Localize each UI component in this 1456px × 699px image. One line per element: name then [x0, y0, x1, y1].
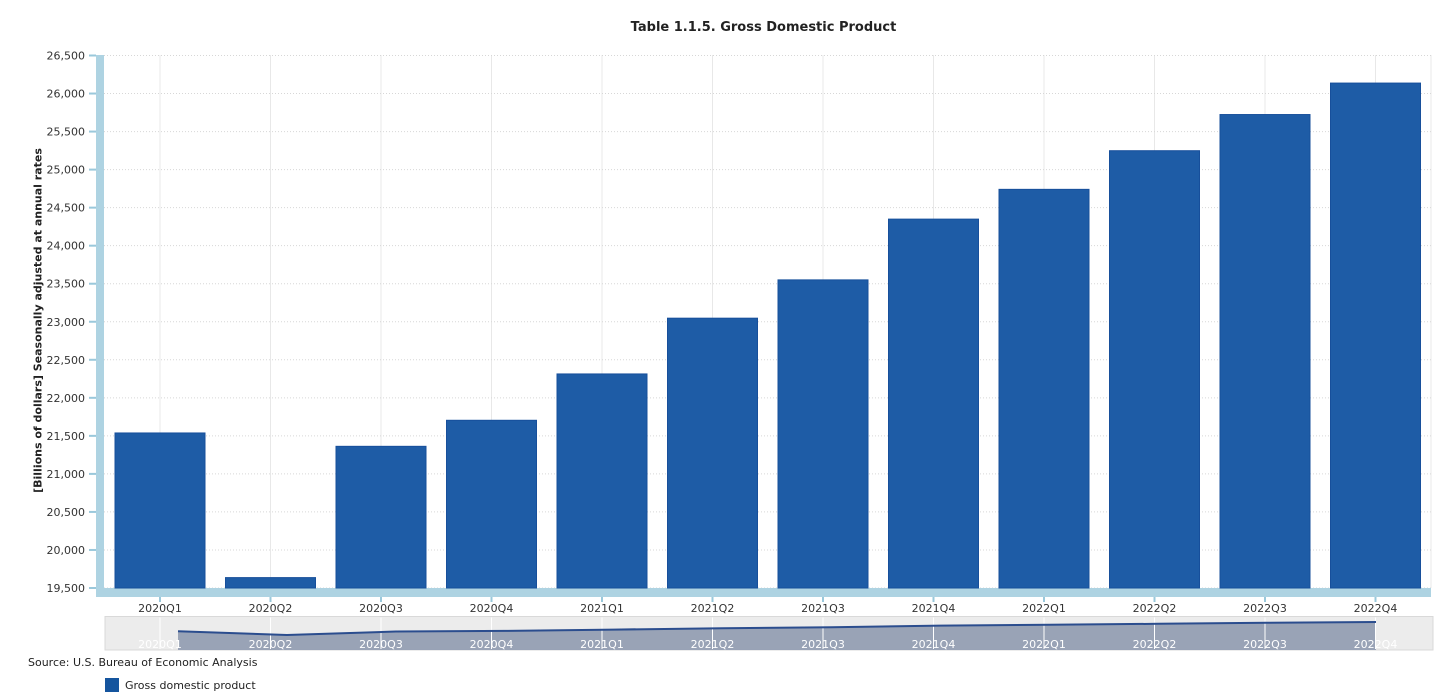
x-axis-tick — [1043, 597, 1045, 602]
y-tick-label: 25,500 — [47, 126, 86, 139]
y-axis-tick — [89, 320, 96, 323]
y-tick-label: 26,000 — [47, 88, 86, 101]
y-tick-label: 24,000 — [47, 240, 86, 253]
y-axis-tick — [89, 548, 96, 551]
y-tick-label: 21,500 — [47, 430, 86, 443]
y-tick-label: 19,500 — [47, 582, 86, 595]
y-axis-tick — [89, 587, 96, 589]
bar-2020Q2[interactable] — [225, 577, 316, 589]
bar-2020Q4[interactable] — [446, 419, 537, 589]
y-axis-tick — [89, 244, 96, 247]
y-tick-label: 25,000 — [47, 164, 86, 177]
y-axis-tick — [89, 396, 96, 399]
navigator-label-2021Q2: 2021Q2 — [691, 638, 735, 651]
x-tick-label-2021Q3: 2021Q3 — [801, 602, 845, 615]
y-tick-label: 21,000 — [47, 468, 86, 481]
navigator-label-2022Q2: 2022Q2 — [1133, 638, 1177, 651]
x-tick-label-2020Q3: 2020Q3 — [359, 602, 403, 615]
x-axis-tick — [159, 597, 161, 602]
x-axis-band — [96, 588, 1431, 597]
navigator-label-2021Q3: 2021Q3 — [801, 638, 845, 651]
bar-2020Q1[interactable] — [114, 432, 206, 589]
y-tick-label: 20,500 — [47, 506, 86, 519]
source-note: Source: U.S. Bureau of Economic Analysis — [28, 656, 258, 669]
bar-2022Q4[interactable] — [1330, 82, 1421, 589]
bar-2022Q2[interactable] — [1109, 150, 1200, 589]
y-tick-label: 26,500 — [47, 50, 86, 63]
x-axis-tick — [1153, 597, 1156, 602]
navigator-line — [177, 621, 1377, 637]
x-tick-label-2021Q1: 2021Q1 — [580, 602, 624, 615]
x-tick-label-2020Q4: 2020Q4 — [470, 602, 514, 615]
x-tick-label-2021Q4: 2021Q4 — [912, 602, 956, 615]
x-axis-tick — [932, 597, 935, 602]
x-axis-tick — [1264, 597, 1266, 602]
legend-item-gdp[interactable]: Gross domestic product — [105, 678, 256, 692]
y-tick-label: 22,500 — [47, 354, 86, 367]
navigator-label-2022Q1: 2022Q1 — [1022, 638, 1066, 651]
y-axis-tick — [89, 206, 96, 209]
x-axis-tick — [380, 597, 382, 602]
x-tick-label-2021Q2: 2021Q2 — [691, 602, 735, 615]
bar-2021Q3[interactable] — [777, 279, 869, 589]
navigator-label-2022Q4: 2022Q4 — [1354, 638, 1398, 651]
x-tick-label-2022Q1: 2022Q1 — [1022, 602, 1066, 615]
x-tick-label-2020Q2: 2020Q2 — [249, 602, 293, 615]
y-tick-label: 22,000 — [47, 392, 86, 405]
bar-2020Q3[interactable] — [335, 445, 427, 589]
legend-swatch — [105, 678, 119, 692]
bar-2022Q3[interactable] — [1219, 114, 1311, 589]
y-axis-tick — [89, 168, 96, 171]
bar-2022Q1[interactable] — [998, 188, 1090, 589]
y-tick-label: 24,500 — [47, 202, 86, 215]
navigator-label-2020Q1: 2020Q1 — [138, 638, 182, 651]
y-axis-tick — [89, 472, 96, 475]
x-axis-tick — [269, 597, 272, 602]
x-tick-label-2022Q2: 2022Q2 — [1133, 602, 1177, 615]
navigator-label-2020Q3: 2020Q3 — [359, 638, 403, 651]
y-axis-tick — [89, 130, 96, 133]
x-tick-label-2022Q3: 2022Q3 — [1243, 602, 1287, 615]
bar-2021Q2[interactable] — [667, 317, 758, 589]
x-axis-tick — [711, 597, 714, 602]
y-axis-tick — [89, 434, 96, 437]
y-axis-tick — [89, 92, 96, 95]
y-axis-tick — [89, 282, 96, 285]
navigator-label-2020Q4: 2020Q4 — [470, 638, 514, 651]
legend-label: Gross domestic product — [125, 678, 256, 692]
navigator-label-2021Q4: 2021Q4 — [912, 638, 956, 651]
navigator-label-2021Q1: 2021Q1 — [580, 638, 624, 651]
x-axis-tick — [822, 597, 824, 602]
navigator-area[interactable] — [178, 622, 1376, 650]
y-tick-label: 20,000 — [47, 544, 86, 557]
y-tick-label: 23,000 — [47, 316, 86, 329]
y-axis-tick — [89, 358, 96, 361]
navigator-label-2022Q3: 2022Q3 — [1243, 638, 1287, 651]
bar-2021Q4[interactable] — [888, 218, 979, 589]
x-tick-label-2022Q4: 2022Q4 — [1354, 602, 1398, 615]
y-axis-tick — [89, 510, 96, 513]
x-tick-label-2020Q1: 2020Q1 — [138, 602, 182, 615]
bar-2021Q1[interactable] — [556, 373, 648, 589]
x-axis-tick — [1374, 597, 1377, 602]
chart-title: Table 1.1.5. Gross Domestic Product — [630, 20, 897, 35]
y-axis-band — [96, 55, 104, 597]
y-axis-tick — [89, 54, 96, 57]
x-axis-tick — [490, 597, 493, 602]
x-axis-tick — [601, 597, 603, 602]
navigator-label-2020Q2: 2020Q2 — [249, 638, 293, 651]
y-tick-label: 23,500 — [47, 278, 86, 291]
